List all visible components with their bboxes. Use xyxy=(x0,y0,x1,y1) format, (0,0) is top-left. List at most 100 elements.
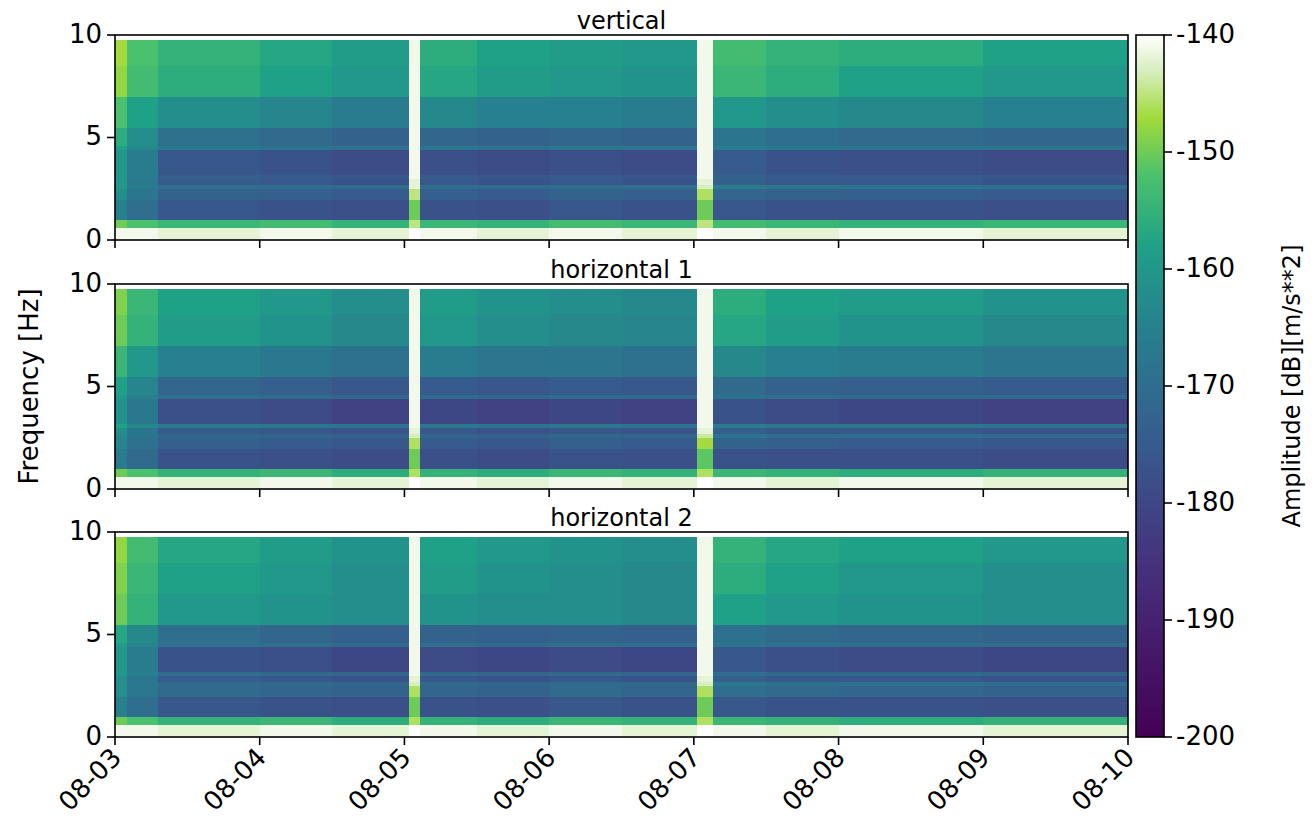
x-tick xyxy=(548,489,550,497)
cell xyxy=(420,434,477,439)
panel-title: horizontal 1 xyxy=(550,256,693,284)
y-tick xyxy=(107,239,115,241)
cell xyxy=(766,477,839,489)
cell xyxy=(839,682,984,687)
x-tick xyxy=(693,489,695,497)
cell xyxy=(983,537,1128,563)
cell xyxy=(713,428,767,435)
cell xyxy=(983,725,1128,737)
cell xyxy=(713,97,767,128)
cell xyxy=(115,40,127,66)
x-tick xyxy=(982,737,984,745)
cell xyxy=(549,189,622,200)
cell xyxy=(260,696,333,717)
colorbar-tick xyxy=(1164,736,1172,738)
cell xyxy=(158,399,260,424)
cell xyxy=(622,428,698,435)
cell xyxy=(477,624,550,643)
cell xyxy=(477,717,550,726)
cell xyxy=(115,395,127,400)
cell xyxy=(713,448,767,469)
cell xyxy=(713,624,767,643)
cell xyxy=(332,185,409,190)
cell xyxy=(477,395,550,400)
cell xyxy=(477,434,550,439)
cell xyxy=(332,179,409,186)
cell xyxy=(260,725,333,737)
cell xyxy=(549,563,622,594)
cell xyxy=(766,174,839,179)
cell xyxy=(477,469,550,478)
cell xyxy=(477,448,550,469)
cell xyxy=(115,66,127,97)
cell xyxy=(697,647,713,672)
cell xyxy=(420,594,477,625)
cell xyxy=(839,399,984,424)
cell xyxy=(713,376,767,395)
cell xyxy=(697,174,713,179)
cell xyxy=(839,438,984,449)
cells xyxy=(115,289,1128,489)
cell xyxy=(260,399,333,424)
cell xyxy=(332,477,409,489)
cell xyxy=(713,647,767,672)
cell xyxy=(622,346,698,377)
cell xyxy=(127,696,159,717)
x-tick xyxy=(404,240,406,248)
cell xyxy=(622,399,698,424)
cell xyxy=(332,434,409,439)
cell xyxy=(697,477,713,489)
cell xyxy=(713,438,767,449)
cell xyxy=(127,682,159,687)
cell xyxy=(983,563,1128,594)
colorbar-tick-label: -160 xyxy=(1176,253,1235,283)
cell xyxy=(477,671,550,676)
y-tick xyxy=(107,34,115,36)
cell xyxy=(127,624,159,643)
cell xyxy=(697,189,713,200)
cell xyxy=(127,289,159,315)
cell xyxy=(697,289,713,315)
cell xyxy=(697,537,713,563)
y-tick xyxy=(107,283,115,285)
cell xyxy=(839,185,984,190)
cell xyxy=(713,477,767,489)
cell xyxy=(158,696,260,717)
cell xyxy=(622,696,698,717)
y-tick-label: 10 xyxy=(69,516,102,546)
cell xyxy=(549,179,622,186)
cell xyxy=(622,448,698,469)
y-tick-label: 5 xyxy=(85,618,102,648)
cell xyxy=(549,725,622,737)
cell xyxy=(713,399,767,424)
cell xyxy=(983,448,1128,469)
cell xyxy=(260,146,333,151)
cell xyxy=(332,676,409,683)
cell xyxy=(260,395,333,400)
cell xyxy=(260,671,333,676)
cell xyxy=(766,97,839,128)
cell xyxy=(622,434,698,439)
cell xyxy=(983,66,1128,97)
cell xyxy=(158,682,260,687)
cell xyxy=(622,643,698,648)
cell xyxy=(766,315,839,346)
cell xyxy=(115,448,127,469)
cell xyxy=(420,179,477,186)
cell xyxy=(260,66,333,97)
cell xyxy=(622,682,698,687)
cell xyxy=(713,696,767,717)
cell xyxy=(983,438,1128,449)
cell xyxy=(983,647,1128,672)
y-tick-label: 10 xyxy=(69,268,102,298)
cell xyxy=(420,189,477,200)
cell xyxy=(549,199,622,220)
y-tick xyxy=(107,137,115,139)
cell xyxy=(409,686,421,697)
cell xyxy=(839,127,984,146)
cell xyxy=(420,563,477,594)
cell xyxy=(477,228,550,240)
cell xyxy=(332,189,409,200)
cell xyxy=(409,97,421,128)
cell xyxy=(983,395,1128,400)
